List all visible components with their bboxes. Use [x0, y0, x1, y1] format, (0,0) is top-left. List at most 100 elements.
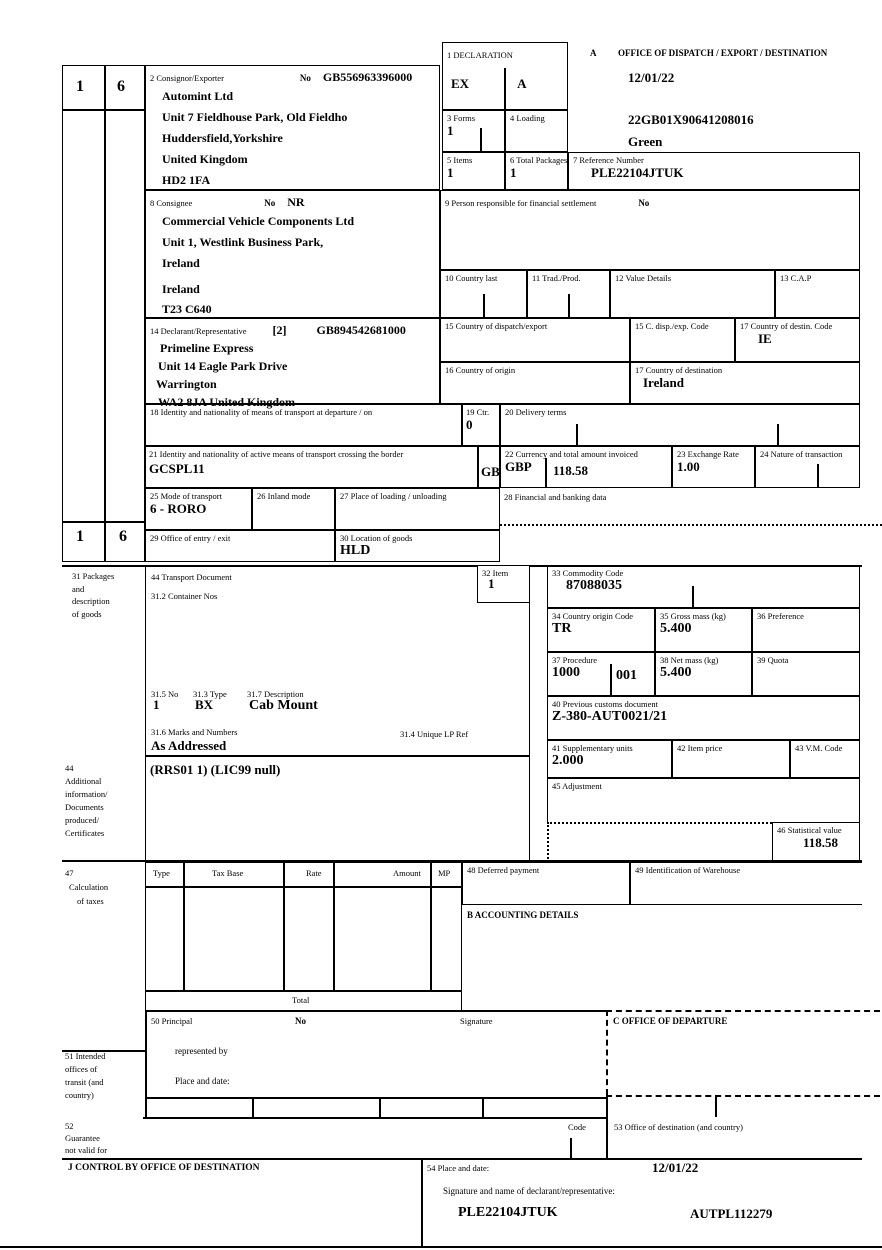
box15a-label: 15 C. disp./exp. Code: [635, 321, 709, 331]
box5-value: 1: [447, 165, 454, 180]
divider: [145, 990, 462, 992]
box48-label: 48 Deferred payment: [467, 865, 540, 875]
box54-date: 12/01/22: [652, 1160, 699, 1175]
box26-label: 26 Inland mode: [257, 491, 311, 501]
box17a-label: 17 Country of destin. Code: [740, 321, 833, 331]
declarant-name: Primeline Express: [160, 341, 254, 355]
divider: [606, 1095, 880, 1097]
box8-label: 8 Consignee: [150, 198, 193, 208]
box15-country-dispatch: 15 Country of dispatch/export: [440, 318, 630, 362]
box23-exchange-rate: 23 Exchange Rate 1.00: [672, 446, 755, 488]
box50-represented-label: represented by: [175, 1046, 228, 1056]
box49-warehouse: 49 Identification of Warehouse: [630, 862, 862, 905]
divider: [500, 524, 882, 526]
box17a-destination-code: 17 Country of destin. Code IE: [735, 318, 860, 362]
divider: [606, 1095, 608, 1158]
box32-label: 32 Item: [482, 568, 509, 578]
consignee-address-1: Unit 1, Westlink Business Park,: [162, 235, 324, 249]
box54-label: 54 Place and date:: [427, 1163, 490, 1173]
divider: [777, 424, 779, 446]
box26-inland-mode: 26 Inland mode: [252, 488, 335, 530]
declarant-postcode: WA2 8JA United Kingdom: [158, 395, 296, 409]
box14-code: [2]: [272, 323, 287, 337]
boxB-accounting-label: B ACCOUNTING DETAILS: [467, 910, 579, 920]
box34-value: TR: [552, 621, 572, 636]
box3-forms: 3 Forms 1: [442, 110, 505, 152]
divider: [606, 1010, 608, 1095]
box8-id: NR: [287, 195, 305, 209]
box31-6-label: 31.6 Marks and Numbers: [151, 727, 238, 737]
divider: [547, 822, 549, 862]
box35-gross-mass: 35 Gross mass (kg) 5.400: [655, 608, 752, 652]
box4-label: 4 Loading: [510, 113, 545, 123]
consignor-name: Automint Ltd: [162, 89, 234, 103]
box20-label: 20 Delivery terms: [505, 407, 567, 417]
tax-header-type: Type: [153, 868, 170, 878]
box19-value: 0: [466, 417, 473, 432]
tax-total-label: Total: [292, 995, 310, 1005]
divider: [333, 862, 335, 990]
copy-number-left-2: 1: [76, 528, 84, 545]
box18-transport-departure: 18 Identity and nationality of means of …: [145, 404, 462, 446]
boxC-departure-label: C OFFICE OF DEPARTURE: [613, 1016, 728, 1026]
box5-items: 5 Items 1: [442, 152, 505, 190]
box34-label: 34 Country origin Code: [552, 611, 633, 621]
box3-label: 3 Forms: [447, 113, 476, 123]
divider: [610, 664, 612, 696]
box2-no-label: No: [299, 73, 311, 83]
box12-label: 12 Value Details: [615, 273, 672, 283]
consignee-name: Commercial Vehicle Components Ltd: [162, 214, 355, 228]
box22-amount: 118.58: [553, 463, 589, 478]
box14-eori: GB894542681000: [316, 323, 406, 337]
box37-value: 1000: [552, 665, 580, 680]
box38-value: 5.400: [660, 665, 692, 680]
box5-label: 5 Items: [447, 155, 473, 165]
tax-header-base: Tax Base: [212, 868, 244, 878]
box14-declarant: 14 Declarant/Representative [2] GB894542…: [145, 318, 440, 409]
box52-code-label: Code: [568, 1122, 586, 1132]
box47-label: 47 Calculation of taxes: [65, 868, 109, 906]
box9-no-label: No: [638, 198, 650, 208]
box43-vm-code: 43 V.M. Code: [790, 740, 860, 778]
box44-label: 44 Additional information/ Documents pro…: [65, 763, 108, 838]
box19-label: 19 Ctr.: [466, 407, 490, 417]
box39-quota: 39 Quota: [752, 652, 860, 696]
box17-label: 17 Country of destination: [635, 365, 723, 375]
box22-label: 22 Currency and total amount invoiced: [505, 449, 638, 459]
divider: [570, 1138, 572, 1158]
box17-value: Ireland: [643, 375, 684, 390]
box3-value: 1: [447, 123, 454, 138]
box22-currency: GBP: [505, 459, 532, 474]
box17a-value: IE: [758, 331, 772, 346]
divider: [715, 1095, 717, 1117]
box44-transport-label: 44 Transport Document: [151, 572, 232, 582]
box31-3-label: 31.3 Type: [193, 689, 227, 699]
divider: [145, 1010, 147, 1117]
box29-label: 29 Office of entry / exit: [150, 533, 231, 543]
box31-5-label: 31.5 No: [151, 689, 179, 699]
box30-label: 30 Location of goods: [340, 533, 413, 543]
box11-label: 11 Trad./Prod.: [532, 273, 581, 283]
box34-country-origin-code: 34 Country origin Code TR: [547, 608, 655, 652]
officeA-route: Green: [628, 134, 663, 149]
consignor-country: United Kingdom: [162, 152, 248, 166]
box15-label: 15 Country of dispatch/export: [445, 321, 548, 331]
box45-adjustment: 45 Adjustment: [547, 778, 860, 822]
box35-label: 35 Gross mass (kg): [660, 611, 726, 621]
box21-value: GCSPL11: [149, 461, 205, 476]
box2-consignor: 2 Consignor/Exporter No GB556963396000 A…: [145, 65, 440, 190]
box33-value: 87088035: [566, 578, 622, 593]
box10-label: 10 Country last: [445, 273, 498, 283]
box13-label: 13 C.A.P: [780, 273, 812, 283]
box15a-dispatch-code: 15 C. disp./exp. Code: [630, 318, 735, 362]
box46-label: 46 Statistical value: [777, 825, 842, 835]
boxJ-control-label: J CONTROL BY OFFICE OF DESTINATION: [68, 1163, 260, 1173]
box38-net-mass: 38 Net mass (kg) 5.400: [655, 652, 752, 696]
divider: [576, 424, 578, 446]
box38-label: 38 Net mass (kg): [660, 655, 719, 665]
consignor-postcode: HD2 1FA: [162, 173, 211, 187]
divider: [483, 294, 485, 318]
divider: [817, 464, 819, 488]
box43-label: 43 V.M. Code: [795, 743, 843, 753]
